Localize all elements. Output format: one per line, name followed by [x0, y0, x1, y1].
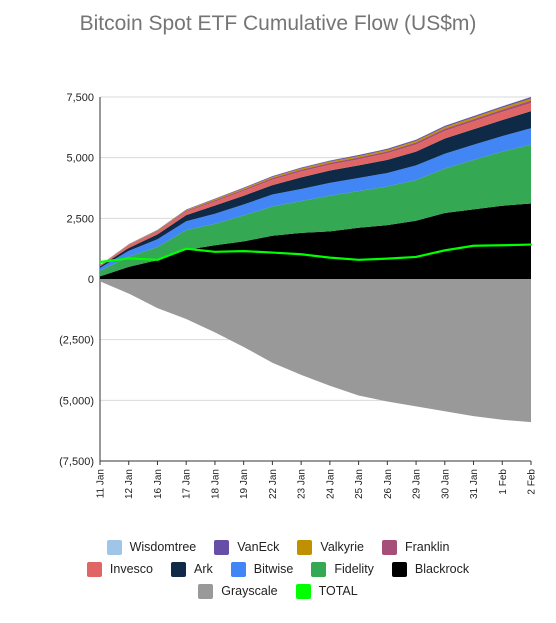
legend-swatch: [311, 561, 327, 577]
legend-label: Franklin: [404, 540, 450, 554]
x-tick-label: 12 Jan: [124, 469, 135, 499]
legend-row: Invesco Ark Bitwise Fidelity Blackrock: [0, 558, 556, 580]
legend-item-blackrock: Blackrock: [391, 561, 470, 577]
legend-label: Grayscale: [221, 584, 278, 598]
y-tick-label: (7,500): [59, 456, 94, 468]
legend-item-grayscale: Grayscale: [198, 583, 278, 599]
x-tick-label: 19 Jan: [239, 469, 250, 499]
legend-label: Blackrock: [414, 562, 470, 576]
x-tick-label: 25 Jan: [354, 469, 365, 499]
legend-item-fidelity: Fidelity: [311, 561, 374, 577]
legend-item-vaneck: VanEck: [214, 539, 280, 555]
x-tick-label: 1 Feb: [498, 469, 509, 495]
y-tick-label: (5,000): [59, 395, 94, 407]
x-tick-label: 18 Jan: [210, 469, 221, 499]
legend-swatch: [170, 561, 186, 577]
legend-swatch: [106, 539, 122, 555]
line-total: [98, 243, 533, 264]
x-tick-label: 2 Feb: [527, 469, 538, 495]
y-tick-label: 5,000: [66, 153, 94, 165]
legend-swatch: [391, 561, 407, 577]
chart-title: Bitcoin Spot ETF Cumulative Flow (US$m): [79, 12, 477, 35]
area-invesco: [100, 103, 531, 267]
legend-label: VanEck: [237, 540, 280, 554]
legend-item-wisdomtree: Wisdomtree: [106, 539, 197, 555]
x-tick-label: 31 Jan: [469, 469, 480, 499]
x-tick-label: 16 Jan: [153, 469, 164, 499]
area-grayscale: [100, 279, 531, 423]
legend-swatch: [198, 583, 214, 599]
legend-label: Bitwise: [253, 562, 294, 576]
x-tick-label: 17 Jan: [182, 469, 193, 499]
y-tick-label: 0: [88, 274, 94, 286]
chart-plot: 7,500 5,000 2,500 0 (2,500) (5,000) (7,500) 11…: [59, 92, 538, 499]
legend-swatch: [230, 561, 246, 577]
total-line-layer: [98, 243, 533, 264]
legend-item-valkyrie: Valkyrie: [297, 539, 364, 555]
legend-row: Wisdomtree VanEck Valkyrie Franklin: [0, 536, 556, 558]
x-axis-ticks: 11 Jan 12 Jan 16 Jan 17 Jan 18 Jan 19 Jan 22 J…: [96, 460, 538, 499]
area-ark: [100, 111, 531, 268]
legend-swatch: [86, 561, 102, 577]
x-tick-label: 22 Jan: [268, 469, 279, 499]
area-blackrock: [100, 203, 531, 279]
legend-item-bitwise: Bitwise: [230, 561, 294, 577]
y-tick-label: 2,500: [66, 213, 94, 225]
legend-row: Grayscale TOTAL: [0, 580, 556, 602]
legend-item-ark: Ark: [170, 561, 213, 577]
legend-swatch: [295, 583, 311, 599]
x-tick-label: 26 Jan: [383, 469, 394, 499]
y-axis-ticks: 7,500 5,000 2,500 0 (2,500) (5,000) (7,500): [59, 92, 94, 468]
legend-label: Fidelity: [334, 562, 374, 576]
y-tick-label: 7,500: [66, 92, 94, 104]
legend-swatch: [214, 539, 230, 555]
legend-label: Invesco: [109, 562, 153, 576]
legend-label: Wisdomtree: [129, 540, 197, 554]
area-series: [100, 96, 531, 423]
legend-label: Valkyrie: [320, 540, 364, 554]
area-fidelity: [100, 144, 531, 277]
x-tick-label: 11 Jan: [96, 469, 107, 498]
y-tick-label: (2,500): [59, 335, 94, 347]
legend-item-total: TOTAL: [295, 583, 358, 599]
x-tick-label: 23 Jan: [297, 469, 308, 499]
legend-item-franklin: Franklin: [381, 539, 450, 555]
legend-item-invesco: Invesco: [86, 561, 153, 577]
x-tick-label: 24 Jan: [325, 469, 336, 499]
legend-swatch: [297, 539, 313, 555]
area-bitwise: [100, 128, 531, 271]
legend-label: TOTAL: [318, 584, 358, 598]
legend-swatch: [381, 539, 397, 555]
chart-legend: Wisdomtree VanEck Valkyrie Franklin Invesco A…: [0, 536, 556, 602]
x-tick-label: 30 Jan: [440, 469, 451, 499]
legend-label: Ark: [193, 562, 213, 576]
x-tick-label: 29 Jan: [412, 469, 423, 499]
